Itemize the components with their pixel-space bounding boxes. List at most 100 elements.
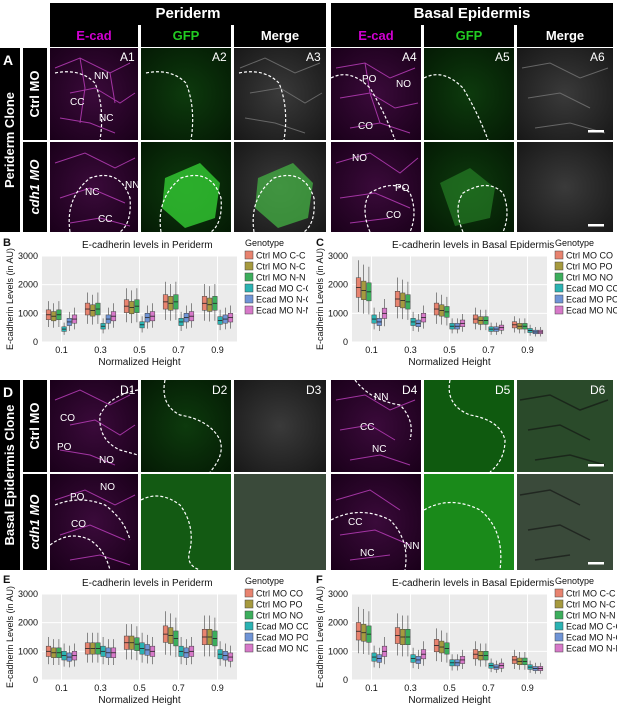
cdh1-mo-label-a: cdh1 MO [27,159,42,215]
legend-label: Ctrl MO NO [566,273,613,283]
subheader-gfp-1: GFP [141,25,231,47]
x-tick-label: 0.1 [365,683,378,693]
legend-label: Ecad MO C-C [566,622,617,632]
legend-swatch [554,610,564,620]
y-tick-label: 2000 [328,280,348,290]
panel-id-d3: D3 [306,383,322,397]
micrographs-d [50,380,613,570]
chart-f: E-cadherin levels in Basal Epidermis 0 100… [315,576,617,706]
y-axis-label: E-cadherin Levels (in AU) [5,586,15,688]
x-tick-label: 0.3 [404,683,417,693]
cell-label: NN [94,71,109,82]
cell-label: NN [374,392,389,403]
x-tick-label: 0.9 [211,345,224,355]
legend-swatch [244,250,254,260]
x-tick-label: 0.5 [443,683,456,693]
ctrl-mo-label-d: Ctrl MO [27,402,42,450]
legend-label: Ctrl MO CO [566,251,613,261]
cell-label: NO [99,455,114,466]
legend-label: Ecad MO N-N [256,306,308,316]
x-axis-label: Normalized Height [98,357,180,368]
legend-label: Ecad MO N-N [566,644,617,654]
cell-label: NN [125,180,140,191]
cell-label: NO [396,79,411,90]
image-a4 [331,48,421,140]
ctrl-mo-label-a-bg: Ctrl MO [23,48,47,140]
legend-swatch [554,294,564,304]
x-tick-label: 0.5 [443,345,456,355]
panel-id-a2: A2 [212,50,227,64]
legend-title: Genotype [245,576,284,586]
legend-swatch [554,283,564,293]
legend-label: Ctrl MO PO [256,600,303,610]
x-tick-label: 0.3 [404,345,417,355]
legend-label: Ctrl MO C-C [256,251,306,261]
legend-label: Ecad MO N-C [256,295,308,305]
subheader-ecad-2: E-cad [331,25,421,47]
x-tick-label: 0.3 [94,683,107,693]
legend-swatch [244,283,254,293]
subheader-merge-2: Merge [517,25,613,47]
legend-swatch [554,588,564,598]
subheader-ecad-1: E-cad [50,25,138,47]
legend-label: Ctrl MO NO [256,611,303,621]
chart-title: E-cadherin levels in Periderm [82,240,213,251]
cdh1-mo-label-d: cdh1 MO [27,494,42,550]
legend-swatch [244,294,254,304]
basal-epidermis-clone-label: Basal Epidermis Clone [2,404,17,546]
legend-swatch [244,588,254,598]
x-tick-label: 0.7 [482,683,495,693]
image-d3b [234,474,326,570]
x-tick-label: 0.5 [133,345,146,355]
legend-label: Ecad MO CO [256,622,308,632]
legend-label: Ecad MO PO [256,633,308,643]
panel-id-d5: D5 [495,383,511,397]
cdh1-mo-label-d-bg: cdh1 MO [23,474,47,570]
legend-label: Ecad MO N-C [566,633,617,643]
cell-label: CO [386,210,401,221]
cell-label: NO [100,482,115,493]
periderm-clone-label-bg: Periderm Clone [0,48,20,232]
y-tick-label: 1000 [328,646,348,656]
panel-id-d1: D1 [120,383,136,397]
y-tick-label: 1000 [18,308,38,318]
legend-label: Ctrl MO C-C [566,589,616,599]
x-tick-label: 0.9 [521,683,534,693]
panel-letter-b: B [3,237,11,249]
subheader-gfp-2: GFP [424,25,514,47]
micrographs-a [50,48,613,232]
image-d5b [424,474,514,570]
image-d2 [141,380,231,472]
y-axis-label: E-cadherin Levels (in AU) [315,586,325,688]
x-tick-label: 0.7 [172,345,185,355]
legend-label: Ctrl MO N-N [256,273,306,283]
x-axis-label: Normalized Height [408,357,490,368]
chart-e: E-cadherin levels in Periderm 0 1000 2000 30… [5,576,308,706]
x-tick-label: 0.1 [365,345,378,355]
y-tick-label: 3000 [328,589,348,599]
y-tick-label: 2000 [18,618,38,628]
ctrl-mo-label-d-bg: Ctrl MO [23,380,47,472]
cell-label: CO [71,519,86,530]
y-tick-label: 2000 [328,618,348,628]
cell-label: NC [372,444,387,455]
periderm-header: Periderm [50,3,326,25]
legend-label: Ecad MO PO [566,295,617,305]
cell-label: NO [352,153,367,164]
image-a6 [517,48,613,140]
panel-id-d2: D2 [212,383,228,397]
cdh1-mo-label-a-bg: cdh1 MO [23,142,47,232]
panel-letter-c: C [316,237,324,249]
x-tick-label: 0.9 [521,345,534,355]
chart-title: E-cadherin levels in Periderm [82,578,213,589]
chart-title: E-cadherin levels in Basal Epidermis [392,240,554,251]
legend-swatch [554,272,564,282]
image-d4 [331,380,421,472]
legend-swatch [554,643,564,653]
legend-swatch [244,621,254,631]
x-tick-label: 0.9 [211,683,224,693]
legend-label: Ecad MO NO [566,306,617,316]
panel-letter-f: F [316,574,323,586]
panel-id-a5: A5 [495,50,510,64]
image-d5 [424,380,514,472]
